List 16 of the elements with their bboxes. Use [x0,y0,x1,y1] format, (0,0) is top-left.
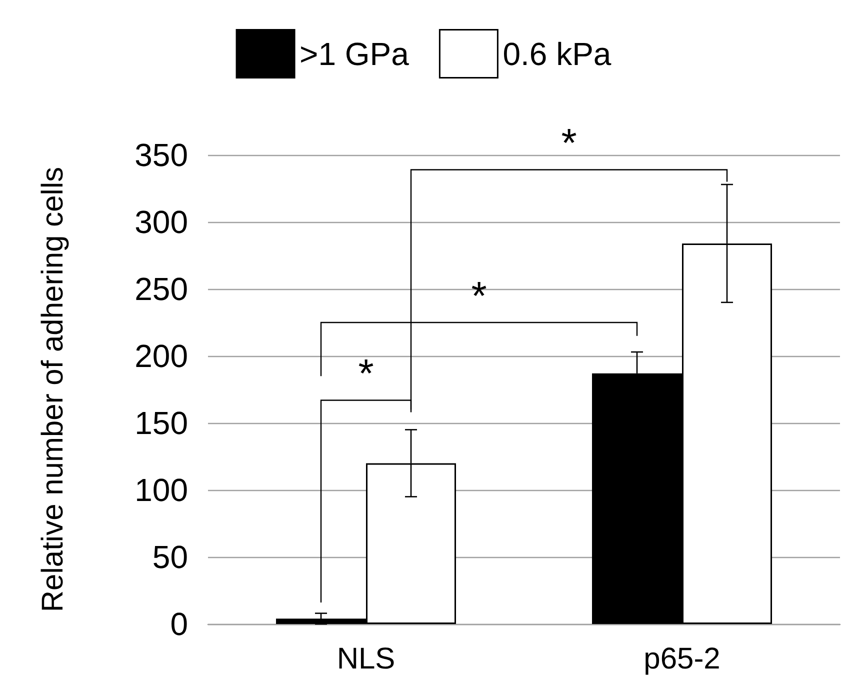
legend-label: 0.6 kPa [502,36,612,72]
legend-label: >1 GPa [300,36,410,72]
y-axis-title: Relative number of adhering cells [36,166,70,612]
annotation: * [561,122,577,166]
y-tick-label: 0 [170,606,188,642]
annotation: * [358,352,374,396]
x-tick-label: p65-2 [644,642,720,676]
y-tick-label: 100 [134,472,188,508]
y-tick-label: 50 [152,539,188,575]
annotation: * [471,274,487,318]
y-tick-label: 150 [134,405,188,441]
y-tick-label: 300 [134,204,188,240]
y-tick-label: 250 [134,271,188,307]
x-tick-label: NLS [336,642,396,676]
y-tick-label: 350 [134,137,188,173]
y-tick-label: 200 [134,338,188,374]
